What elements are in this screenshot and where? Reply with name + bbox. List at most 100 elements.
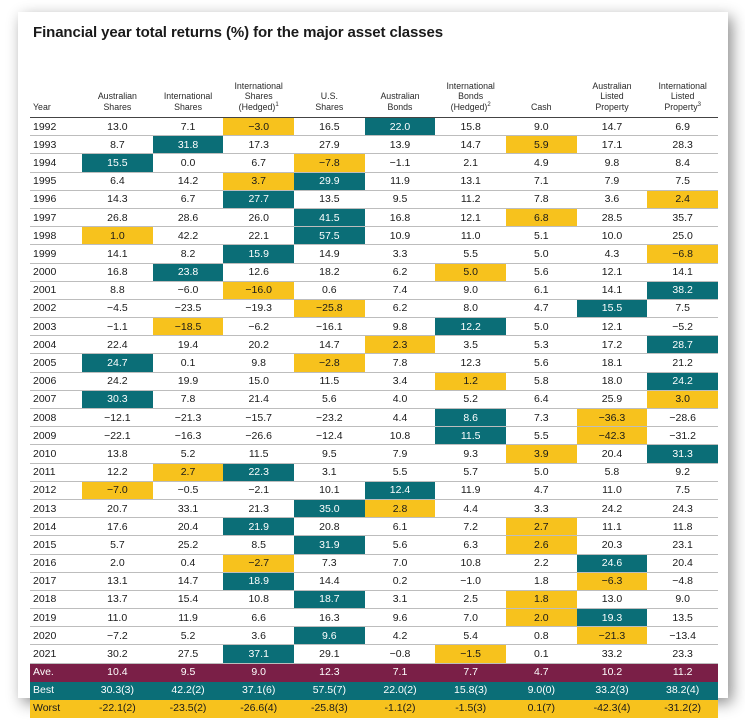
best-return-cell: 37.1 — [223, 644, 295, 664]
column-header-line: Listed — [670, 91, 695, 101]
best-return-cell: 35.0 — [294, 499, 365, 519]
column-header-line: International — [658, 80, 707, 91]
return-cell: 15.4 — [152, 590, 224, 610]
return-cell: −26.6 — [223, 426, 295, 446]
year-cell: 1997 — [30, 208, 83, 228]
return-cell: 10.0 — [576, 226, 648, 246]
return-cell: −16.1 — [294, 317, 365, 337]
table-row: 2003 −1.1 −18.5 −6.2 −16.1 9.8 12.2 5.0 12.1 −5.2 — [30, 317, 718, 337]
year-cell: 2013 — [30, 499, 83, 519]
return-cell: 8.2 — [152, 244, 224, 264]
return-cell: 4.2 — [364, 626, 436, 646]
return-cell: 4.7 — [505, 299, 577, 319]
worst-return-cell: −18.5 — [152, 317, 224, 337]
year-cell: 2004 — [30, 335, 83, 355]
column-header-line: Year — [33, 101, 51, 112]
column-header-line: International — [163, 91, 213, 101]
year-cell: 1999 — [30, 244, 83, 264]
year-cell: 2017 — [30, 572, 83, 591]
worst-return-cell: 3.7 — [223, 172, 295, 191]
year-cell: 2015 — [30, 535, 83, 555]
best-return-cell: 15.5 — [82, 153, 153, 173]
return-cell: 5.7 — [435, 463, 506, 482]
year-cell: 2012 — [30, 481, 83, 500]
best-return-cell: 31.9 — [294, 535, 365, 555]
return-cell: 6.7 — [152, 190, 224, 209]
return-cell: −6.2 — [223, 317, 295, 337]
column-header-line: Australian — [592, 80, 632, 91]
return-cell: 0.1 — [505, 644, 577, 664]
column-header: Year — [30, 72, 83, 118]
column-header-line: Australian — [380, 91, 420, 101]
table-row: 2004 22.4 19.4 20.2 14.7 2.3 3.5 5.3 17.2 28.7 — [30, 335, 718, 355]
summary-cell: 37.1(6) — [223, 681, 295, 700]
summary-cell: 0.1(7) — [505, 699, 577, 718]
return-cell: 6.4 — [82, 172, 153, 191]
worst-return-cell: −6.3 — [576, 572, 648, 591]
summary-cell: -42.3(4) — [576, 699, 648, 718]
column-header-line: International — [446, 80, 495, 91]
return-cell: 14.9 — [294, 244, 365, 264]
table-row: 1997 26.8 28.6 26.0 41.5 16.8 12.1 6.8 28.5 35.7 — [30, 208, 718, 228]
return-cell: 30.2 — [82, 644, 153, 664]
return-cell: −31.2 — [647, 426, 718, 446]
return-cell: 6.1 — [505, 281, 577, 300]
return-cell: 14.1 — [576, 281, 648, 300]
return-cell: 6.4 — [505, 390, 577, 410]
column-header-line: Shares — [103, 101, 132, 112]
return-cell: 18.0 — [576, 372, 648, 391]
summary-cell: 7.7 — [435, 663, 506, 682]
return-cell: 17.1 — [576, 135, 648, 155]
year-cell: 2009 — [30, 426, 83, 446]
return-cell: 5.1 — [505, 226, 577, 246]
column-header: Cash — [505, 72, 577, 118]
return-cell: 23.3 — [647, 644, 718, 664]
return-cell: 13.7 — [82, 590, 153, 610]
return-cell: 10.8 — [435, 554, 506, 573]
return-cell: 0.6 — [294, 281, 365, 300]
return-cell: 3.3 — [364, 244, 436, 264]
return-cell: 26.0 — [223, 208, 295, 228]
return-cell: 12.3 — [435, 353, 506, 373]
summary-cell: 9.0(0) — [505, 681, 577, 700]
return-cell: 5.8 — [505, 372, 577, 391]
return-cell: 7.1 — [152, 117, 224, 137]
summary-cell: -31.2(2) — [647, 699, 718, 718]
return-cell: 20.4 — [647, 554, 718, 573]
return-cell: 14.7 — [294, 335, 365, 355]
return-cell: 10.9 — [364, 226, 436, 246]
summary-cell: 10.2 — [576, 663, 648, 682]
worst-return-cell: −2.8 — [294, 353, 365, 373]
return-cell: 4.0 — [364, 390, 436, 410]
return-cell: −4.8 — [647, 572, 718, 591]
return-cell: 12.2 — [82, 463, 153, 482]
summary-cell: 30.3(3) — [82, 681, 153, 700]
return-cell: 7.3 — [294, 554, 365, 573]
table-row: 2021 30.2 27.5 37.1 29.1 −0.8 −1.5 0.1 33.2 23.3 — [30, 644, 718, 664]
return-cell: 7.8 — [152, 390, 224, 410]
best-return-cell: 24.2 — [647, 372, 718, 391]
return-cell: 9.0 — [647, 590, 718, 610]
year-cell: 2010 — [30, 444, 83, 464]
return-cell: 14.1 — [647, 263, 718, 282]
table-row: 1999 14.1 8.2 15.9 14.9 3.3 5.5 5.0 4.3 −6.8 — [30, 244, 718, 264]
column-header: Australian Listed Property — [576, 72, 648, 118]
return-cell: 8.5 — [223, 535, 295, 555]
return-cell: 11.0 — [576, 481, 648, 500]
table-row: 2018 13.7 15.4 10.8 18.7 3.1 2.5 1.8 13.0 9.0 — [30, 590, 718, 610]
return-cell: 13.1 — [82, 572, 153, 591]
table-row: 1994 15.5 0.0 6.7 −7.8 −1.1 2.1 4.9 9.8 8.4 — [30, 153, 718, 173]
return-cell: 13.5 — [294, 190, 365, 209]
summary-cell: 4.7 — [505, 663, 577, 682]
return-cell: 5.2 — [152, 626, 224, 646]
return-cell: 26.8 — [82, 208, 153, 228]
return-cell: 7.3 — [505, 408, 577, 428]
worst-return-cell: 2.8 — [364, 499, 436, 519]
return-cell: 13.0 — [82, 117, 153, 137]
return-cell: 7.2 — [435, 517, 506, 537]
return-cell: 24.2 — [576, 499, 648, 519]
return-cell: 9.0 — [505, 117, 577, 137]
year-cell: 2007 — [30, 390, 83, 410]
return-cell: 4.4 — [364, 408, 436, 428]
return-cell: 24.3 — [647, 499, 718, 519]
